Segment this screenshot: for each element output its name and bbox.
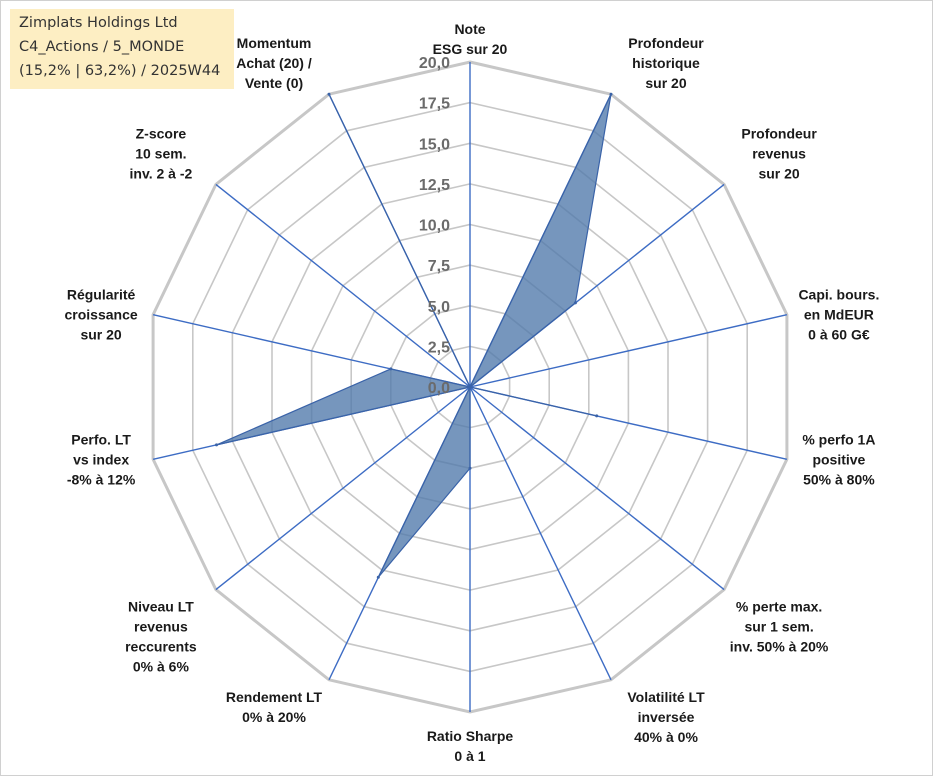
category-label-line: vs index	[73, 451, 129, 467]
category-label-line: sur 20	[80, 327, 121, 343]
category-label-line: 0 à 60 G€	[808, 327, 870, 343]
data-point-14	[327, 92, 331, 96]
category-label-line: Profondeur	[741, 125, 817, 141]
category-label-line: -8% à 12%	[67, 471, 136, 487]
category-label-layer: Note ESG sur 20 Profondeur historique sur 20…	[65, 21, 880, 764]
category-label-line: Perfo. LT	[71, 431, 131, 447]
category-label-line: 10 sem.	[135, 145, 186, 161]
axis-spoke-7	[469, 386, 612, 681]
category-label-line: sur 20	[758, 165, 799, 181]
category-label-line: sur 20	[645, 75, 686, 91]
category-label-line: historique	[632, 55, 700, 71]
category-label-2: Profondeur historique sur 20	[628, 35, 704, 91]
title-stats: (15,2% | 63,2%) / 2025W44	[19, 63, 221, 79]
title-company: Zimplats Holdings Ltd	[19, 15, 178, 31]
category-label-line: Achat (20) /	[236, 55, 312, 71]
category-label-line: % perte max.	[736, 599, 822, 615]
category-label-line: Capi. bours.	[798, 287, 879, 303]
tick-label: 12,5	[419, 177, 450, 194]
category-label-line: Volatilité LT	[627, 689, 705, 705]
tick-label: 10,0	[419, 218, 450, 235]
category-label-13: Z-score 10 sem. inv. 2 à -2	[130, 125, 193, 181]
axis-spoke-6	[469, 386, 725, 591]
category-label-10: Niveau LT revenus reccurents 0% à 6%	[125, 599, 197, 675]
axis-spoke-13	[215, 183, 471, 388]
category-label-1: Note ESG sur 20	[433, 21, 508, 57]
tick-label: 0,0	[428, 380, 450, 397]
category-label-7: Volatilité LT inversée 40% à 0%	[627, 689, 705, 745]
data-point-11	[215, 443, 218, 447]
category-label-line: Niveau LT	[128, 599, 194, 615]
category-label-line: Ratio Sharpe	[427, 728, 514, 744]
series-area-1	[215, 93, 612, 578]
category-label-line: Rendement LT	[226, 689, 323, 705]
data-point-8	[468, 466, 472, 470]
category-label-4: Capi. bours. en MdEUR 0 à 60 G€	[798, 287, 879, 343]
category-label-line: 0% à 6%	[133, 659, 190, 675]
category-label-line: positive	[812, 451, 865, 467]
category-label-line: 0% à 20%	[242, 709, 306, 725]
category-label-line: revenus	[134, 619, 188, 635]
tick-label: 5,0	[428, 299, 450, 316]
category-label-14: Momentum Achat (20) / Vente (0)	[236, 35, 312, 91]
category-label-line: % perfo 1A	[802, 431, 875, 447]
category-label-line: Z-score	[136, 125, 187, 141]
category-label-line: Momentum	[237, 35, 312, 51]
chart-title-box: Zimplats Holdings Ltd C4_Actions / 5_MON…	[10, 9, 234, 89]
category-label-9: Rendement LT 0% à 20%	[226, 689, 323, 725]
category-label-8: Ratio Sharpe 0 à 1	[427, 728, 514, 764]
data-point-9	[376, 575, 380, 579]
category-label-line: 40% à 0%	[634, 729, 698, 745]
category-label-line: revenus	[752, 145, 806, 161]
data-point-2	[609, 92, 613, 96]
category-label-line: croissance	[65, 307, 138, 323]
category-label-line: reccurents	[125, 639, 197, 655]
tick-label: 20,0	[419, 55, 450, 72]
category-label-5: % perfo 1A positive 50% à 80%	[802, 431, 875, 487]
data-point-5	[595, 414, 599, 418]
category-label-line: 0 à 1	[454, 748, 485, 764]
tick-layer: 0,0 2,5 5,0 7,5 10,0 12,5 15,0 17,5 20,0	[419, 55, 450, 397]
data-point-3	[573, 301, 577, 305]
title-portfolio: C4_Actions / 5_MONDE	[19, 39, 185, 55]
category-label-line: Vente (0)	[245, 75, 303, 91]
category-label-6: % perte max. sur 1 sem. inv. 50% à 20%	[730, 599, 829, 655]
category-label-line: Note	[454, 21, 485, 37]
category-label-line: Régularité	[67, 287, 136, 303]
category-label-line: inversée	[638, 709, 695, 725]
category-label-line: sur 1 sem.	[744, 619, 813, 635]
category-label-11: Perfo. LT vs index -8% à 12%	[67, 431, 136, 487]
category-label-12: Régularité croissance sur 20	[65, 287, 138, 343]
data-point-12	[389, 367, 393, 371]
category-label-line: Profondeur	[628, 35, 704, 51]
series-layer	[215, 92, 613, 579]
tick-label: 15,0	[419, 136, 450, 153]
tick-label: 7,5	[428, 258, 450, 275]
data-point-13	[468, 385, 472, 389]
category-label-line: inv. 50% à 20%	[730, 639, 829, 655]
category-label-line: ESG sur 20	[433, 41, 508, 57]
category-label-line: inv. 2 à -2	[130, 165, 193, 181]
tick-label: 2,5	[428, 339, 450, 356]
category-label-3: Profondeur revenus sur 20	[741, 125, 817, 181]
axis-spoke-4	[469, 314, 788, 388]
category-label-line: 50% à 80%	[803, 471, 875, 487]
tick-label: 17,5	[419, 96, 450, 113]
category-label-line: en MdEUR	[804, 307, 874, 323]
axis-spoke-10	[215, 386, 471, 591]
